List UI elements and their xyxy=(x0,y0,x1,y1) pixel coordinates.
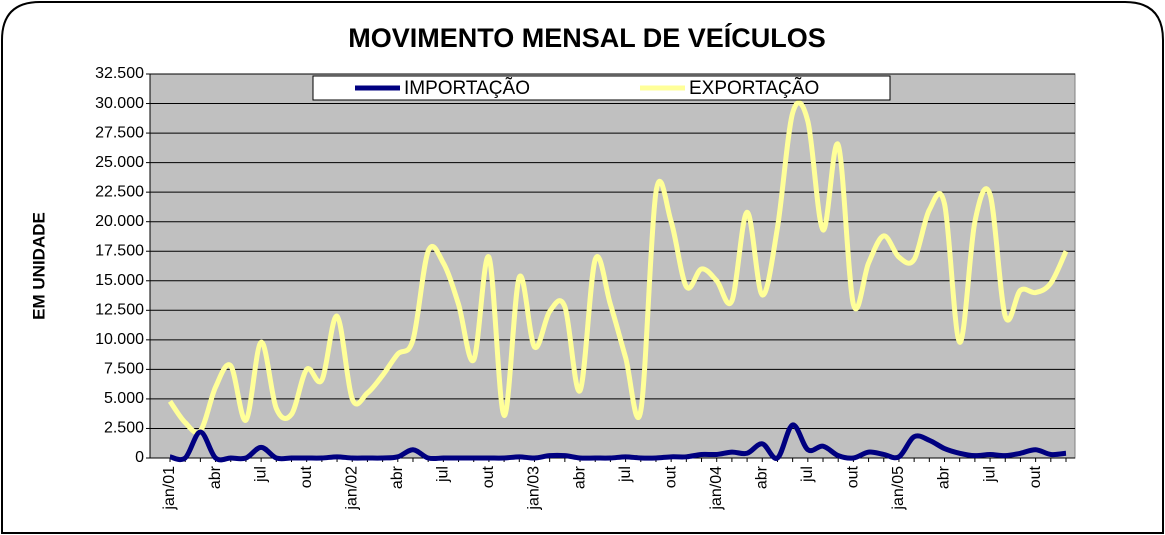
y-tick-label: 22.500 xyxy=(95,183,144,200)
x-tick-label: jan/03 xyxy=(526,466,543,511)
x-tick-label: out xyxy=(845,465,862,488)
x-tick-label: jul xyxy=(435,466,452,483)
series-line xyxy=(169,422,1067,463)
y-tick-label: 25.000 xyxy=(95,154,144,171)
x-tick-label: abr xyxy=(753,465,770,489)
x-tick-label: jul xyxy=(252,466,269,483)
x-tick-label: jul xyxy=(617,466,634,483)
x-tick-label: abr xyxy=(936,465,953,489)
x-tick-label: jul xyxy=(799,466,816,483)
y-tick-label: 30.000 xyxy=(95,95,144,112)
y-tick-label: 0 xyxy=(135,449,144,466)
legend-label: IMPORTAÇÃO xyxy=(404,77,530,99)
plot-area xyxy=(149,73,1076,459)
x-tick-label: jan/02 xyxy=(343,466,360,511)
x-tick-label: jan/04 xyxy=(708,466,725,511)
y-tick-label: 32.500 xyxy=(95,65,144,82)
y-axis-label: EM UNIDADE xyxy=(29,212,48,320)
x-tick-label: out xyxy=(1027,465,1044,488)
legend-label: EXPORTAÇÃO xyxy=(689,77,819,99)
x-tick-label: abr xyxy=(207,465,224,489)
x-tick-label: abr xyxy=(389,465,406,489)
y-tick-label: 12.500 xyxy=(95,302,144,319)
y-tick-label: 7.500 xyxy=(104,361,144,378)
x-tick-label: jan/05 xyxy=(890,466,907,511)
x-tick-label: jul xyxy=(981,466,998,483)
y-tick-label: 17.500 xyxy=(95,242,144,259)
x-tick-label: out xyxy=(662,465,679,488)
legend-box xyxy=(312,75,891,101)
y-tick-label: 27.500 xyxy=(95,124,144,141)
x-tick-label: jan/01 xyxy=(161,466,178,511)
x-tick-label: abr xyxy=(571,465,588,489)
x-tick-label: out xyxy=(480,465,497,488)
chart-title: MOVIMENTO MENSAL DE VEÍCULOS xyxy=(348,22,826,53)
y-tick-label: 5.000 xyxy=(104,390,144,407)
x-tick-label: out xyxy=(298,465,315,488)
y-tick-label: 20.000 xyxy=(95,213,144,230)
y-tick-label: 2.500 xyxy=(104,420,144,437)
series-line xyxy=(167,100,1069,436)
y-tick-label: 10.000 xyxy=(95,331,144,348)
y-tick-label: 15.000 xyxy=(95,272,144,289)
